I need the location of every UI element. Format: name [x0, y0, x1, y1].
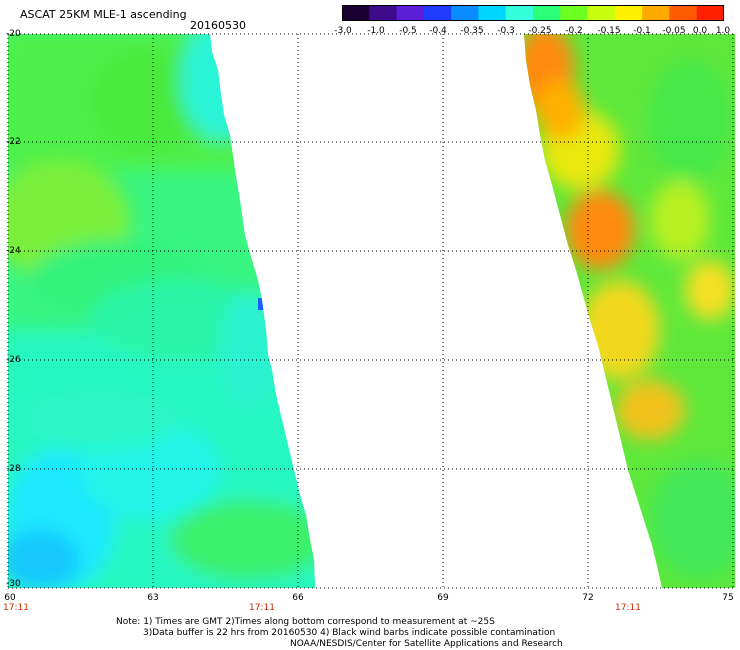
map-date: 20160530	[190, 19, 246, 32]
lat-label: -22	[6, 137, 21, 147]
time-label: 17:11	[249, 603, 275, 613]
lat-label: -30	[6, 579, 21, 589]
colorbar-segment	[587, 5, 616, 21]
colorbar-segment	[642, 5, 670, 21]
footer-note-3: NOAA/NESDIS/Center for Satellite Applica…	[290, 639, 563, 649]
lon-label: 63	[147, 593, 159, 603]
lon-label: 75	[722, 593, 734, 603]
left-swath	[8, 34, 315, 588]
colorbar-label: -0.25	[528, 26, 552, 36]
colorbar-segment	[505, 5, 534, 21]
time-label: 17:11	[3, 603, 29, 613]
colorbar-segment	[614, 5, 643, 21]
colorbar-segment	[342, 5, 370, 21]
colorbar-label: -0.4	[429, 26, 447, 36]
time-label: 17:11	[615, 603, 641, 613]
colorbar-segment	[396, 5, 425, 21]
map-title: ASCAT 25KM MLE-1 ascending	[20, 8, 187, 21]
colorbar-label: -0.2	[565, 26, 583, 36]
lat-label: -28	[6, 464, 21, 474]
lon-label: 60	[4, 593, 16, 603]
lat-label: -24	[6, 246, 21, 256]
colorbar-segment	[696, 5, 724, 21]
lat-label: -26	[6, 355, 21, 365]
colorbar-label: 0.0	[692, 26, 708, 36]
lon-label: 66	[292, 593, 304, 603]
map-area	[7, 33, 735, 589]
colorbar-label: -0.15	[597, 26, 621, 36]
colorbar-segment	[560, 5, 589, 21]
colorbar-label: 1.0	[715, 26, 731, 36]
colorbar-segment	[669, 5, 698, 21]
colorbar-segment	[451, 5, 479, 21]
lon-label: 72	[582, 593, 594, 603]
map-grid	[7, 33, 735, 589]
lon-label: 69	[437, 593, 449, 603]
colorbar-segment	[533, 5, 561, 21]
colorbar-label: -0.3	[497, 26, 515, 36]
colorbar-label: -0.35	[460, 26, 484, 36]
colorbar-label: -1.0	[367, 26, 385, 36]
colorbar-segment	[478, 5, 507, 21]
colorbar	[342, 5, 724, 21]
map-svg	[7, 33, 735, 589]
colorbar-border	[342, 5, 724, 21]
footer-note-2: 3)Data buffer is 22 hrs from 20160530 4)…	[143, 628, 556, 638]
colorbar-label: -3.0	[334, 26, 352, 36]
lat-label: -20	[6, 29, 21, 39]
colorbar-label: -0.05	[662, 26, 686, 36]
colorbar-label: -0.5	[399, 26, 417, 36]
right-swath	[524, 34, 735, 588]
colorbar-label: -0.1	[633, 26, 651, 36]
colorbar-segment	[369, 5, 398, 21]
colorbar-labels: -3.0 -1.0 -0.5 -0.4 -0.35 -0.3 -0.25 -0.…	[330, 26, 730, 38]
colorbar-segment	[423, 5, 452, 21]
footer-note-1: Note: 1) Times are GMT 2)Times along bot…	[116, 617, 495, 627]
